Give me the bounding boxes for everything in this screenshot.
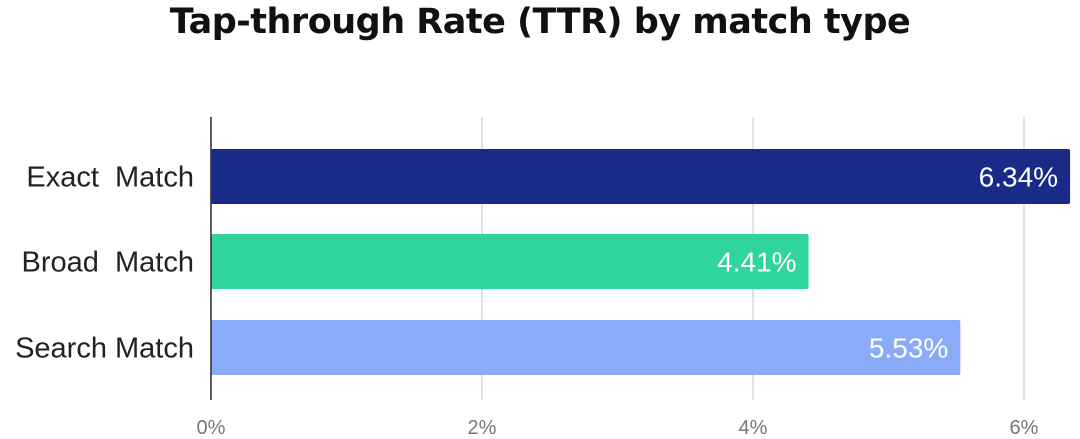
x-tick-label: 2% xyxy=(468,417,497,439)
category-labels: Exact Match Broad Match Search Match xyxy=(15,162,194,365)
x-axis-ticks: 0% 2% 4% 6% xyxy=(197,417,1039,439)
x-tick-label: 6% xyxy=(1010,417,1039,439)
bar-value-label: 4.41% xyxy=(717,247,796,278)
category-label: Search Match xyxy=(15,333,194,365)
x-tick-label: 4% xyxy=(739,417,768,439)
x-tick-label: 0% xyxy=(197,417,226,439)
bar xyxy=(211,149,1071,204)
bar xyxy=(211,234,809,289)
chart-title: Tap-through Rate (TTR) by match type xyxy=(169,2,911,42)
bar-value-label: 5.53% xyxy=(869,333,948,364)
category-label: Broad Match xyxy=(22,247,194,279)
bars: 6.34% 4.41% 5.53% xyxy=(211,149,1071,375)
bar xyxy=(211,320,961,375)
bar-value-label: 6.34% xyxy=(979,162,1058,193)
category-label: Exact Match xyxy=(26,162,194,194)
